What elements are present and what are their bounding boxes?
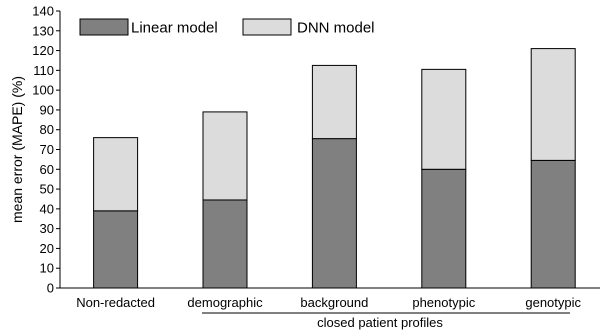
y-tick-label: 30 — [40, 221, 54, 236]
y-tick-label: 20 — [40, 241, 54, 256]
bars — [93, 48, 576, 289]
y-tick-label: 60 — [40, 162, 54, 177]
bar-linear-non-redacted — [93, 210, 139, 289]
y-tick-label: 40 — [40, 201, 54, 216]
bar-dnn-genotypic — [530, 48, 576, 161]
y-tick-label: 0 — [47, 281, 54, 296]
legend-swatch-linear — [79, 18, 129, 36]
y-tick-label: 100 — [32, 83, 54, 98]
x-axis: Non-redacted demographic background phenoty… — [60, 287, 600, 310]
x-tick-label: genotypic — [525, 295, 581, 310]
y-tick-label: 10 — [40, 261, 54, 276]
legend: Linear model DNN model — [66, 15, 411, 37]
legend-label-dnn: DNN model — [297, 20, 375, 37]
y-tick-label: 90 — [40, 102, 54, 117]
bar-linear-phenotypic — [421, 168, 467, 289]
y-tick-label: 70 — [40, 142, 54, 157]
bar-dnn-background — [311, 64, 357, 140]
y-tick-label: 140 — [32, 4, 54, 19]
bar-dnn-phenotypic — [421, 68, 467, 170]
legend-swatch-dnn — [242, 18, 292, 36]
y-axis-title: mean error (MAPE) (%) — [9, 76, 25, 223]
y-tick-label: 120 — [32, 43, 54, 58]
group-label: closed patient profiles — [317, 315, 443, 330]
x-tick-label: Non-redacted — [76, 295, 155, 310]
bar-linear-demographic — [202, 199, 248, 289]
x-tick-label: background — [300, 295, 368, 310]
bar-dnn-demographic — [202, 111, 248, 201]
bar-linear-background — [311, 138, 357, 289]
x-tick-label: phenotypic — [412, 295, 475, 310]
y-tick-label: 130 — [32, 23, 54, 38]
y-axis: 0 10 20 30 40 50 60 70 80 90 100 110 120 130 140 — [32, 4, 61, 296]
x-tick-label: demographic — [187, 295, 263, 310]
legend-background — [66, 15, 411, 37]
legend-label-linear: Linear model — [131, 20, 218, 37]
y-tick-label: 110 — [33, 63, 54, 78]
bar-linear-genotypic — [530, 159, 576, 289]
bar-dnn-non-redacted — [93, 137, 139, 212]
y-tick-label: 50 — [40, 182, 54, 197]
y-tick-label: 80 — [40, 122, 54, 137]
